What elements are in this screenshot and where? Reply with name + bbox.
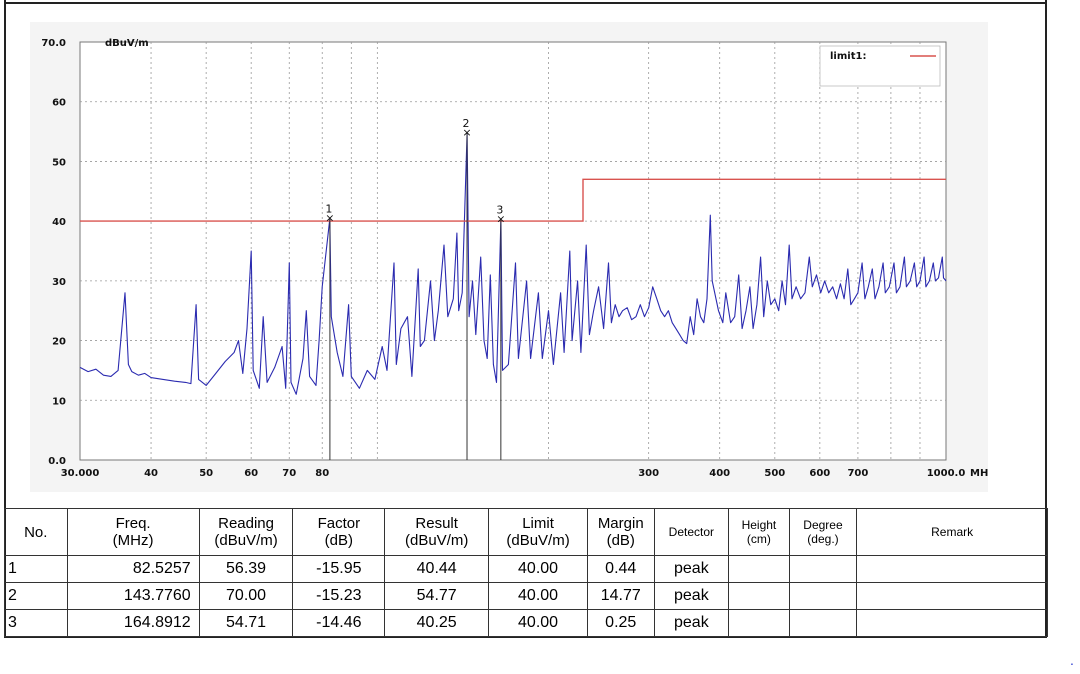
cell-degree <box>788 582 858 610</box>
table-row: 3 164.8912 54.71 -14.46 40.25 40.00 0.25… <box>4 609 1048 637</box>
chart-legend: limit1: <box>819 45 941 87</box>
cell-height <box>728 555 790 583</box>
y-tick-label: 60 <box>52 98 66 109</box>
x-tick-label: 600 <box>809 468 830 479</box>
table-row: 1 82.5257 56.39 -15.95 40.44 40.00 0.44 … <box>4 555 1048 583</box>
cell-remark <box>856 555 1048 583</box>
chart-axes: 0.0 10 20 30 40 50 60 70.0 dBuV/m 30.000 40 50 60 70 8… <box>41 38 988 479</box>
y-tick-label: 20 <box>52 337 66 348</box>
x-unit-label: MHz <box>970 468 988 479</box>
x-tick-label: 50 <box>199 468 213 479</box>
col-header-reading: Reading (dBuV/m) <box>198 508 294 556</box>
chart-trace-group <box>79 132 947 395</box>
cell-factor: -14.46 <box>292 609 386 637</box>
marker-label: 1 <box>325 203 332 216</box>
x-tick-label: 500 <box>764 468 785 479</box>
x-tick-label: 40 <box>144 468 158 479</box>
col-header-freq: Freq. (MHz) <box>66 508 200 556</box>
marker-x: × <box>462 126 471 139</box>
table-header-row: No. Freq. (MHz) Reading (dBuV/m) Factor (dB… <box>4 508 1048 556</box>
col-header-height: Height (cm) <box>728 508 790 556</box>
x-tick-label: 700 <box>847 468 868 479</box>
cell-remark <box>856 609 1048 637</box>
cell-reading: 54.71 <box>198 609 294 637</box>
x-tick-label: 60 <box>244 468 258 479</box>
legend-box <box>819 45 941 87</box>
chart-limit-group <box>80 178 946 222</box>
chart-grid <box>79 41 947 461</box>
cell-margin: 0.25 <box>586 609 655 637</box>
cell-freq: 143.7760 <box>66 582 200 610</box>
plot-area <box>79 41 947 461</box>
cell-freq: 82.5257 <box>66 555 200 583</box>
col-header-no: No. <box>4 508 68 556</box>
marker-label: 2 <box>463 117 470 130</box>
y-tick-label: 50 <box>52 157 66 168</box>
y-axis-label: dBuV/m <box>105 38 149 49</box>
x-tick-label: 80 <box>315 468 329 479</box>
cell-factor: -15.23 <box>292 582 386 610</box>
cell-factor: -15.95 <box>292 555 386 583</box>
x-tick-label: 30.000 <box>61 468 100 479</box>
cell-detector: peak <box>653 582 730 610</box>
limit-line <box>80 178 946 222</box>
y-tick-label: 0.0 <box>48 456 66 467</box>
y-tick-label: 10 <box>52 396 66 407</box>
cell-reading: 56.39 <box>198 555 294 583</box>
chart-markers: ×1×2×3 <box>325 117 505 460</box>
col-header-remark: Remark <box>856 508 1048 556</box>
marker-label: 3 <box>496 204 503 217</box>
cell-no: 1 <box>4 555 68 583</box>
cell-detector: peak <box>653 555 730 583</box>
table-row: 2 143.7760 70.00 -15.23 54.77 40.00 14.7… <box>4 582 1048 610</box>
cell-result: 54.77 <box>384 582 490 610</box>
col-header-factor: Factor (dB) <box>292 508 386 556</box>
cell-height <box>728 582 790 610</box>
x-tick-label: 70 <box>282 468 296 479</box>
marker-x: × <box>496 213 505 226</box>
cell-result: 40.25 <box>384 609 490 637</box>
cell-limit: 40.00 <box>488 555 588 583</box>
y-tick-label: 30 <box>52 277 66 288</box>
col-header-detector: Detector <box>653 508 730 556</box>
results-table: No. Freq. (MHz) Reading (dBuV/m) Factor (dB… <box>4 508 1048 637</box>
legend-label: limit1: <box>830 51 866 62</box>
stray-mark: . <box>1070 652 1074 668</box>
report-frame <box>4 0 1047 638</box>
marker-x: × <box>325 212 334 225</box>
cell-no: 2 <box>4 582 68 610</box>
top-border <box>4 2 1047 4</box>
emission-trace <box>79 132 947 395</box>
col-header-limit: Limit (dBuV/m) <box>488 508 588 556</box>
x-tick-label: 400 <box>709 468 730 479</box>
col-header-degree: Degree (deg.) <box>788 508 858 556</box>
cell-reading: 70.00 <box>198 582 294 610</box>
cell-degree <box>788 609 858 637</box>
emission-chart: 0.0 10 20 30 40 50 60 70.0 dBuV/m 30.000 40 50 60 70 8… <box>30 22 988 492</box>
y-tick-label: 40 <box>52 217 66 228</box>
cell-margin: 0.44 <box>586 555 655 583</box>
y-tick-label: 70.0 <box>41 38 66 49</box>
cell-freq: 164.8912 <box>66 609 200 637</box>
cell-limit: 40.00 <box>488 609 588 637</box>
x-tick-label: 1000.0 <box>927 468 966 479</box>
cell-margin: 14.77 <box>586 582 655 610</box>
col-header-result: Result (dBuV/m) <box>384 508 490 556</box>
cell-degree <box>788 555 858 583</box>
cell-limit: 40.00 <box>488 582 588 610</box>
emission-chart-svg: 0.0 10 20 30 40 50 60 70.0 dBuV/m 30.000 40 50 60 70 8… <box>41 38 988 479</box>
cell-remark <box>856 582 1048 610</box>
cell-detector: peak <box>653 609 730 637</box>
col-header-margin: Margin (dB) <box>586 508 655 556</box>
cell-no: 3 <box>4 609 68 637</box>
cell-result: 40.44 <box>384 555 490 583</box>
cell-height <box>728 609 790 637</box>
x-tick-label: 300 <box>638 468 659 479</box>
